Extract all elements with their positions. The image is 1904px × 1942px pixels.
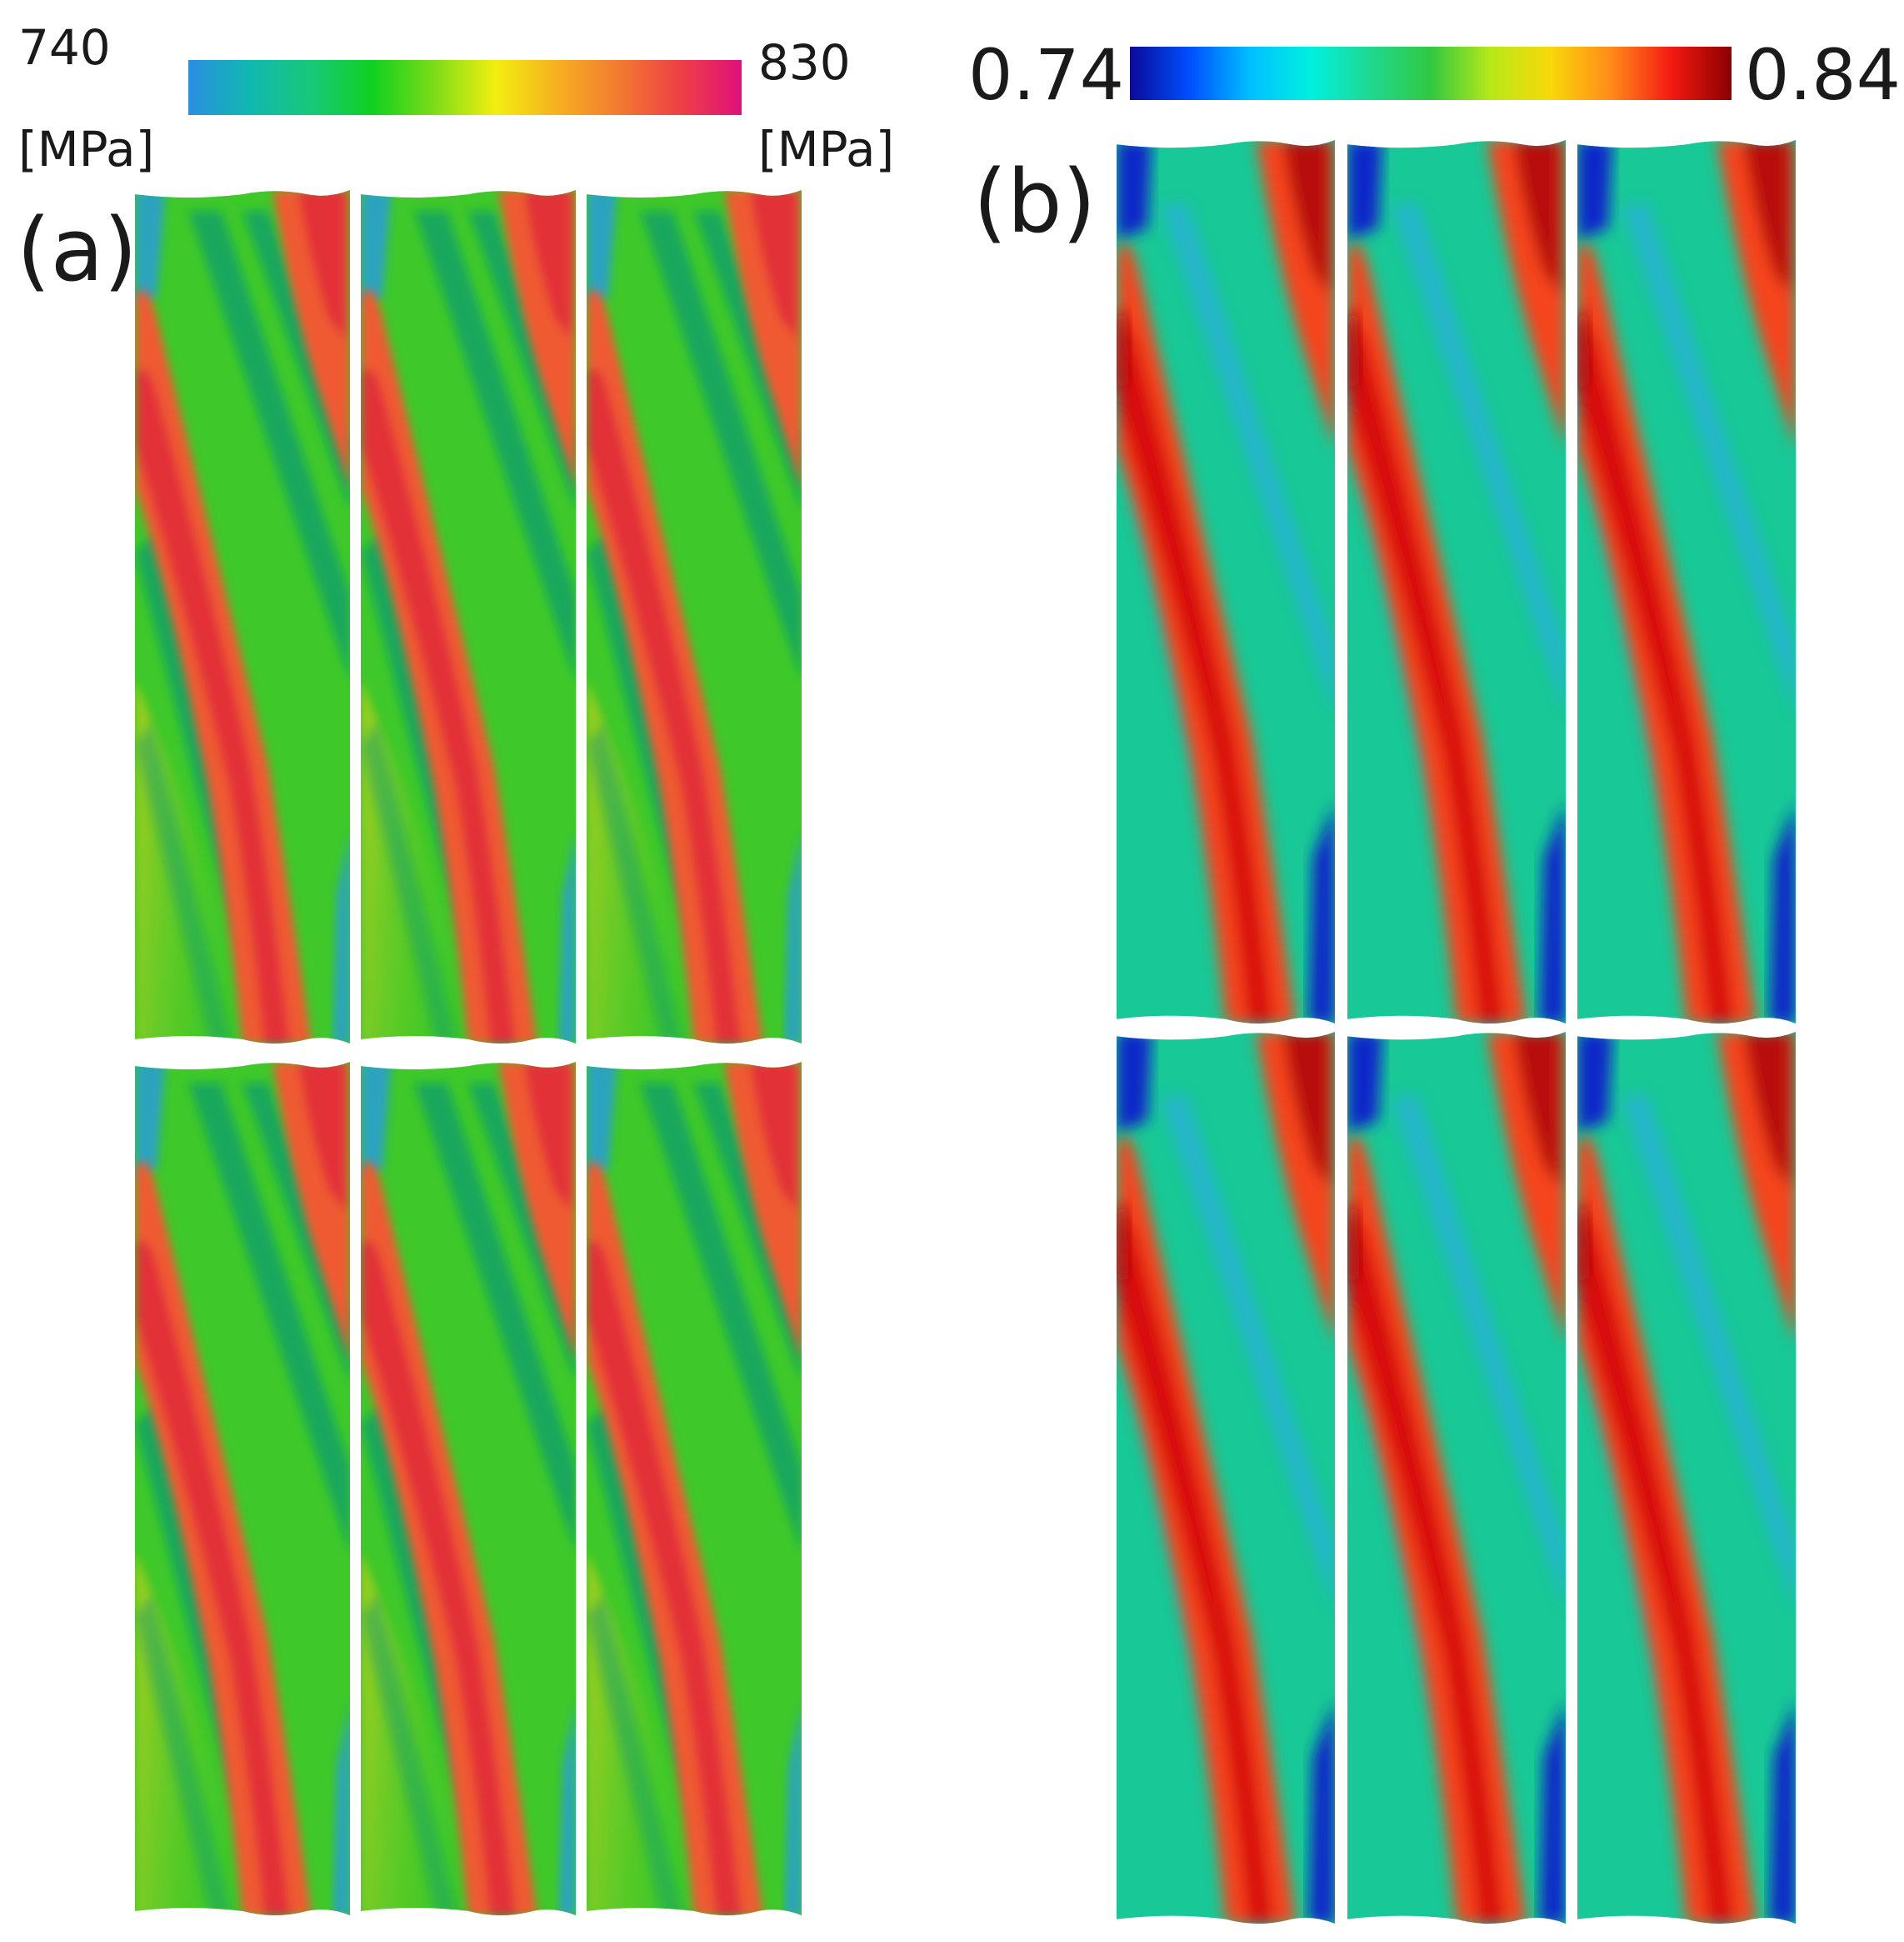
- colorbar-a: [188, 60, 742, 115]
- panel-b-tile-r1-c1: [1117, 140, 1335, 1024]
- panel-a-tile-r2-c3: [587, 1062, 802, 1915]
- colorbar-a-min-label: 740: [18, 19, 111, 76]
- panel-b-tile-r2-c3: [1577, 1032, 1796, 1924]
- colorbar-a-max-label: 830: [758, 34, 851, 91]
- colorbar-a-max-unit: [MPa]: [758, 121, 895, 178]
- panel-a-tile-r1-c3: [587, 190, 802, 1044]
- panel-a-label: (a): [17, 199, 137, 301]
- panel-b-tile-r2-c1: [1117, 1032, 1335, 1924]
- panel-a-tile-r2-c1: [135, 1062, 350, 1915]
- colorbar-b-min-label: 0.74: [968, 34, 1125, 116]
- panel-b-tile-r1-c2: [1347, 140, 1566, 1024]
- panel-a-tile-r1-c2: [361, 190, 576, 1044]
- colorbar-a-min-unit: [MPa]: [18, 121, 155, 178]
- panel-b-tile-r1-c3: [1577, 140, 1796, 1024]
- colorbar-b-max-label: 0.84: [1745, 34, 1902, 116]
- panel-b-tile-r2-c2: [1347, 1032, 1566, 1924]
- panel-a-tile-r1-c1: [135, 190, 350, 1044]
- panel-a-tile-r2-c2: [361, 1062, 576, 1915]
- panel-b-label: (b): [973, 151, 1097, 253]
- colorbar-b: [1130, 47, 1732, 100]
